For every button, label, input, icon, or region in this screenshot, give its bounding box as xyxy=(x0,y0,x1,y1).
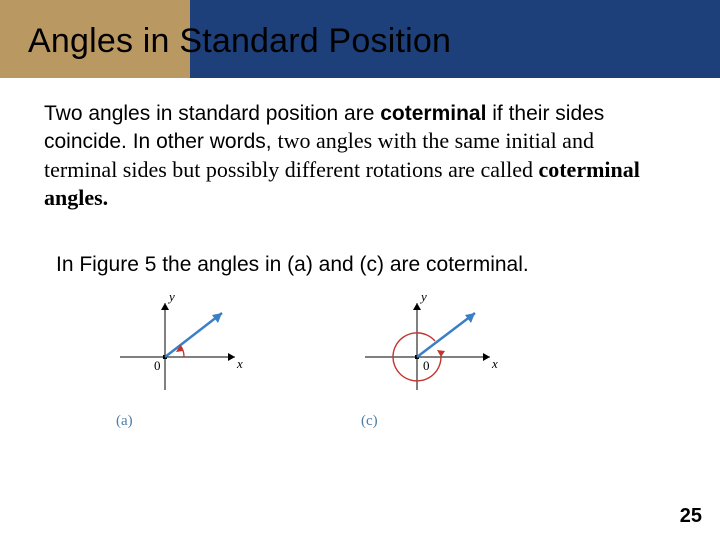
figure-a-label: (a) xyxy=(116,413,133,430)
fig-c-xlabel: x xyxy=(491,356,498,371)
figure-c-svg: y x 0 xyxy=(355,295,500,395)
header-bar: Angles in Standard Position xyxy=(0,0,720,78)
figure-a-svg: y x 0 xyxy=(110,295,245,395)
figure-c-label: (c) xyxy=(361,413,378,430)
page-title: Angles in Standard Position xyxy=(28,22,451,61)
fig-c-ylabel: y xyxy=(419,295,427,304)
figure-caption: In Figure 5 the angles in (a) and (c) ar… xyxy=(56,253,672,277)
fig-a-ylabel: y xyxy=(167,295,175,304)
page-number: 25 xyxy=(680,505,702,528)
figure-c: y x 0 (c) xyxy=(355,295,500,430)
body-paragraph: Two angles in standard position are cote… xyxy=(44,100,672,213)
fig-c-origin: 0 xyxy=(423,358,430,373)
figure-a: y x 0 (a) xyxy=(110,295,245,430)
fig-a-origin: 0 xyxy=(154,358,161,373)
figures-row: y x 0 (a) y x 0 (c) xyxy=(110,295,720,430)
fig-a-xlabel: x xyxy=(236,356,243,371)
para-part1: Two angles in standard position are xyxy=(44,102,380,125)
para-bold1: coterminal xyxy=(380,102,486,125)
